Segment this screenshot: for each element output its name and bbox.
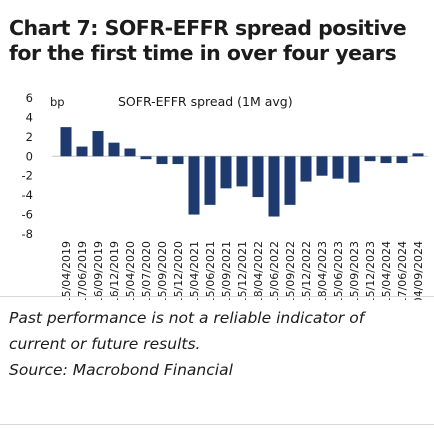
bar [268,156,280,217]
x-axis: 15/04/2019 17/06/2019 16/09/2019 16/12/2019… [60,241,425,300]
x-tick-label: 15/04/2021 [188,241,201,300]
bar [220,156,232,189]
y-tick-label: -4 [22,188,33,202]
x-tick-label: 15/12/2023 [364,241,377,300]
bar [204,156,216,205]
x-tick-label: 15/12/2022 [300,241,313,300]
bar [364,156,376,162]
bar [284,156,296,205]
disclaimer-line-1: Past performance is not a reliable indic… [9,309,365,327]
divider-top [0,296,434,297]
x-tick-label: 17/06/2019 [76,241,89,300]
bar [380,156,392,164]
bar [316,156,328,176]
bar [76,146,88,157]
y-axis-label: bp [50,95,65,109]
x-tick-label: 18/04/2022 [252,241,265,300]
source-note: Source: Macrobond Financial [9,361,233,379]
chart-title-block: Chart 7: SOFR-EFFR spread positive for t… [9,16,429,66]
x-tick-label: 15/06/2022 [268,241,281,300]
bar [108,142,120,157]
bar [236,156,248,187]
bar [140,156,152,160]
bar [156,156,168,165]
x-tick-label: 15/06/2021 [204,241,217,300]
bar [348,156,360,183]
disclaimer-line-2: current or future results. [9,335,201,353]
x-tick-label: 15/09/2023 [348,241,361,300]
x-tick-label: 15/04/2020 [124,241,137,300]
x-tick-label: 15/04/2019 [60,241,73,300]
bar [60,127,72,157]
y-tick-label: 0 [26,149,33,163]
x-tick-label: 17/06/2024 [396,241,409,300]
x-tick-label: 16/12/2019 [108,241,121,300]
chart-series-title: SOFR-EFFR spread (1M avg) [118,94,293,109]
bars-group [60,127,424,217]
chart-title-line-1: Chart 7: SOFR-EFFR spread positive [9,16,407,40]
bar [396,156,408,164]
y-tick-label: -8 [22,227,33,241]
x-tick-label: 15/09/2020 [156,241,169,300]
divider-bottom [0,424,434,425]
x-tick-label: 15/06/2023 [332,241,345,300]
x-tick-label: 16/09/2019 [92,241,105,300]
bar [172,156,184,165]
y-tick-label: 6 [26,91,33,105]
y-tick-label: 4 [26,110,33,124]
bar [92,131,104,157]
bar-chart: 6 4 2 0 -2 -4 -6 -8 bp SOFR-EFFR spread (1M avg… [22,91,428,300]
y-tick-label: -6 [22,208,33,222]
bar [332,156,344,179]
bar [412,153,424,157]
x-tick-label: 15/12/2021 [236,241,249,300]
bar [300,156,312,182]
x-tick-label: 18/04/2023 [316,241,329,300]
x-tick-label: 15/12/2020 [172,241,185,300]
x-tick-label: 15/09/2022 [284,241,297,300]
bar [124,148,136,157]
x-tick-label: 15/09/2021 [220,241,233,300]
chart-title-line-2: for the first time in over four years [9,41,397,65]
bar [188,156,200,215]
y-tick-label: 2 [26,130,33,144]
x-tick-label: 04/09/2024 [412,241,425,300]
x-tick-label: 15/04/2024 [380,241,393,300]
y-tick-label: -2 [22,169,33,183]
bar [252,156,264,198]
x-tick-label: 15/07/2020 [140,241,153,300]
